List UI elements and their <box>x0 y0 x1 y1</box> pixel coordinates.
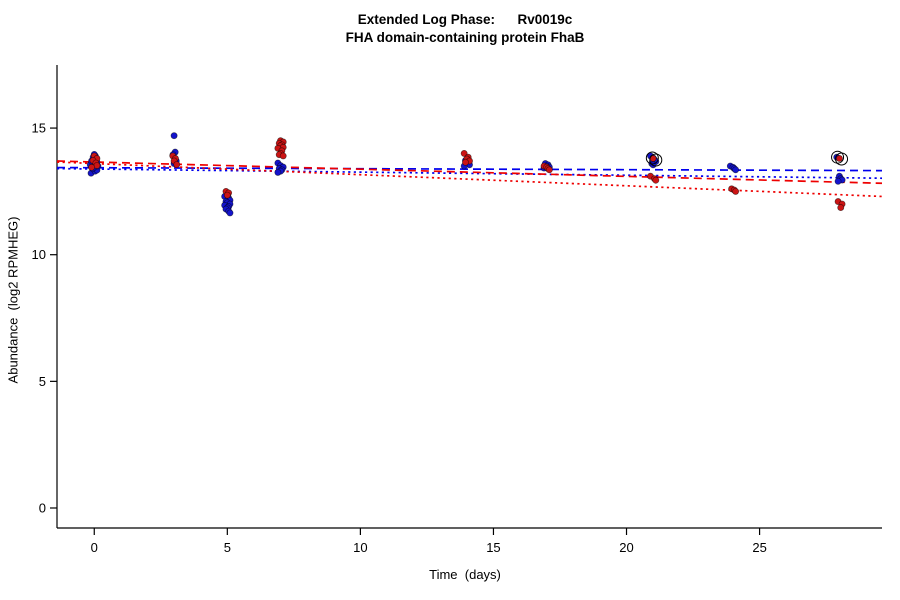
data-point-series-red <box>279 152 287 160</box>
x-tick-label: 20 <box>619 540 633 555</box>
data-point-series-blue <box>226 209 234 217</box>
x-tick-label: 10 <box>353 540 367 555</box>
x-axis-label: Time (days) <box>429 567 501 582</box>
y-tick-label: 15 <box>32 121 46 136</box>
data-point-series-red <box>837 204 845 212</box>
plot-title-line1: Extended Log Phase: Rv0019c <box>357 12 573 27</box>
y-tick-label: 5 <box>39 374 46 389</box>
data-point-series-red <box>462 158 469 166</box>
data-point-series-red <box>223 191 231 199</box>
data-point-series-blue <box>834 177 842 185</box>
highlight-open-circle-marker <box>649 153 663 167</box>
y-tick-label: 0 <box>39 500 46 515</box>
data-point-series-red <box>173 161 181 168</box>
data-point-series-red <box>545 166 553 174</box>
data-point-series-red <box>652 176 660 184</box>
x-tick-label: 25 <box>752 540 766 555</box>
highlight-open-circle-marker <box>835 152 849 166</box>
x-tick-label: 5 <box>224 540 231 555</box>
trend-line-red-dashed <box>56 160 883 185</box>
plot-title-line2: FHA domain-containing protein FhaB <box>345 30 585 45</box>
data-point-series-blue <box>274 168 282 176</box>
y-tick-label: 10 <box>32 247 46 262</box>
highlight-open-circle-marker <box>645 151 659 165</box>
trend-line-blue-dashed <box>56 166 883 172</box>
data-point-series-red <box>835 155 843 162</box>
x-tick-label: 15 <box>486 540 500 555</box>
trend-line-blue-dotted <box>56 167 883 180</box>
data-point-series-red <box>732 187 740 195</box>
x-tick-label: 0 <box>91 540 98 555</box>
data-point-series-blue <box>170 132 178 140</box>
data-point-series-red <box>88 163 96 171</box>
y-axis-label: Abundance (log2 RPMHEG) <box>5 216 21 384</box>
data-point-series-blue <box>732 166 740 174</box>
